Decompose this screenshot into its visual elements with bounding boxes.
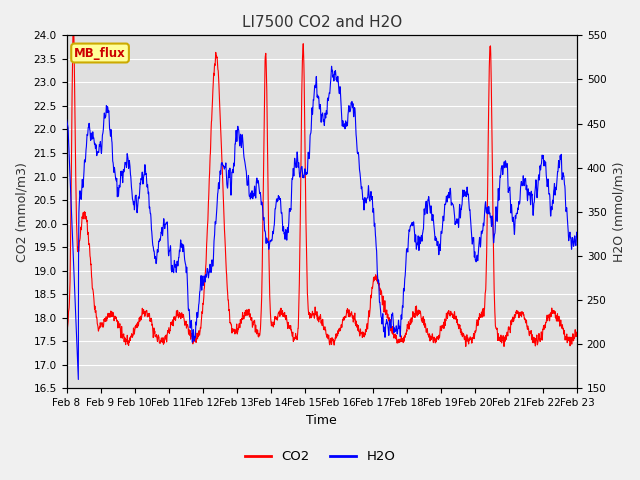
Title: LI7500 CO2 and H2O: LI7500 CO2 and H2O <box>242 15 402 30</box>
Y-axis label: H2O (mmol/m3): H2O (mmol/m3) <box>612 162 625 262</box>
Y-axis label: CO2 (mmol/m3): CO2 (mmol/m3) <box>15 162 28 262</box>
Legend: CO2, H2O: CO2, H2O <box>239 445 401 468</box>
X-axis label: Time: Time <box>307 414 337 427</box>
Text: MB_flux: MB_flux <box>74 47 126 60</box>
